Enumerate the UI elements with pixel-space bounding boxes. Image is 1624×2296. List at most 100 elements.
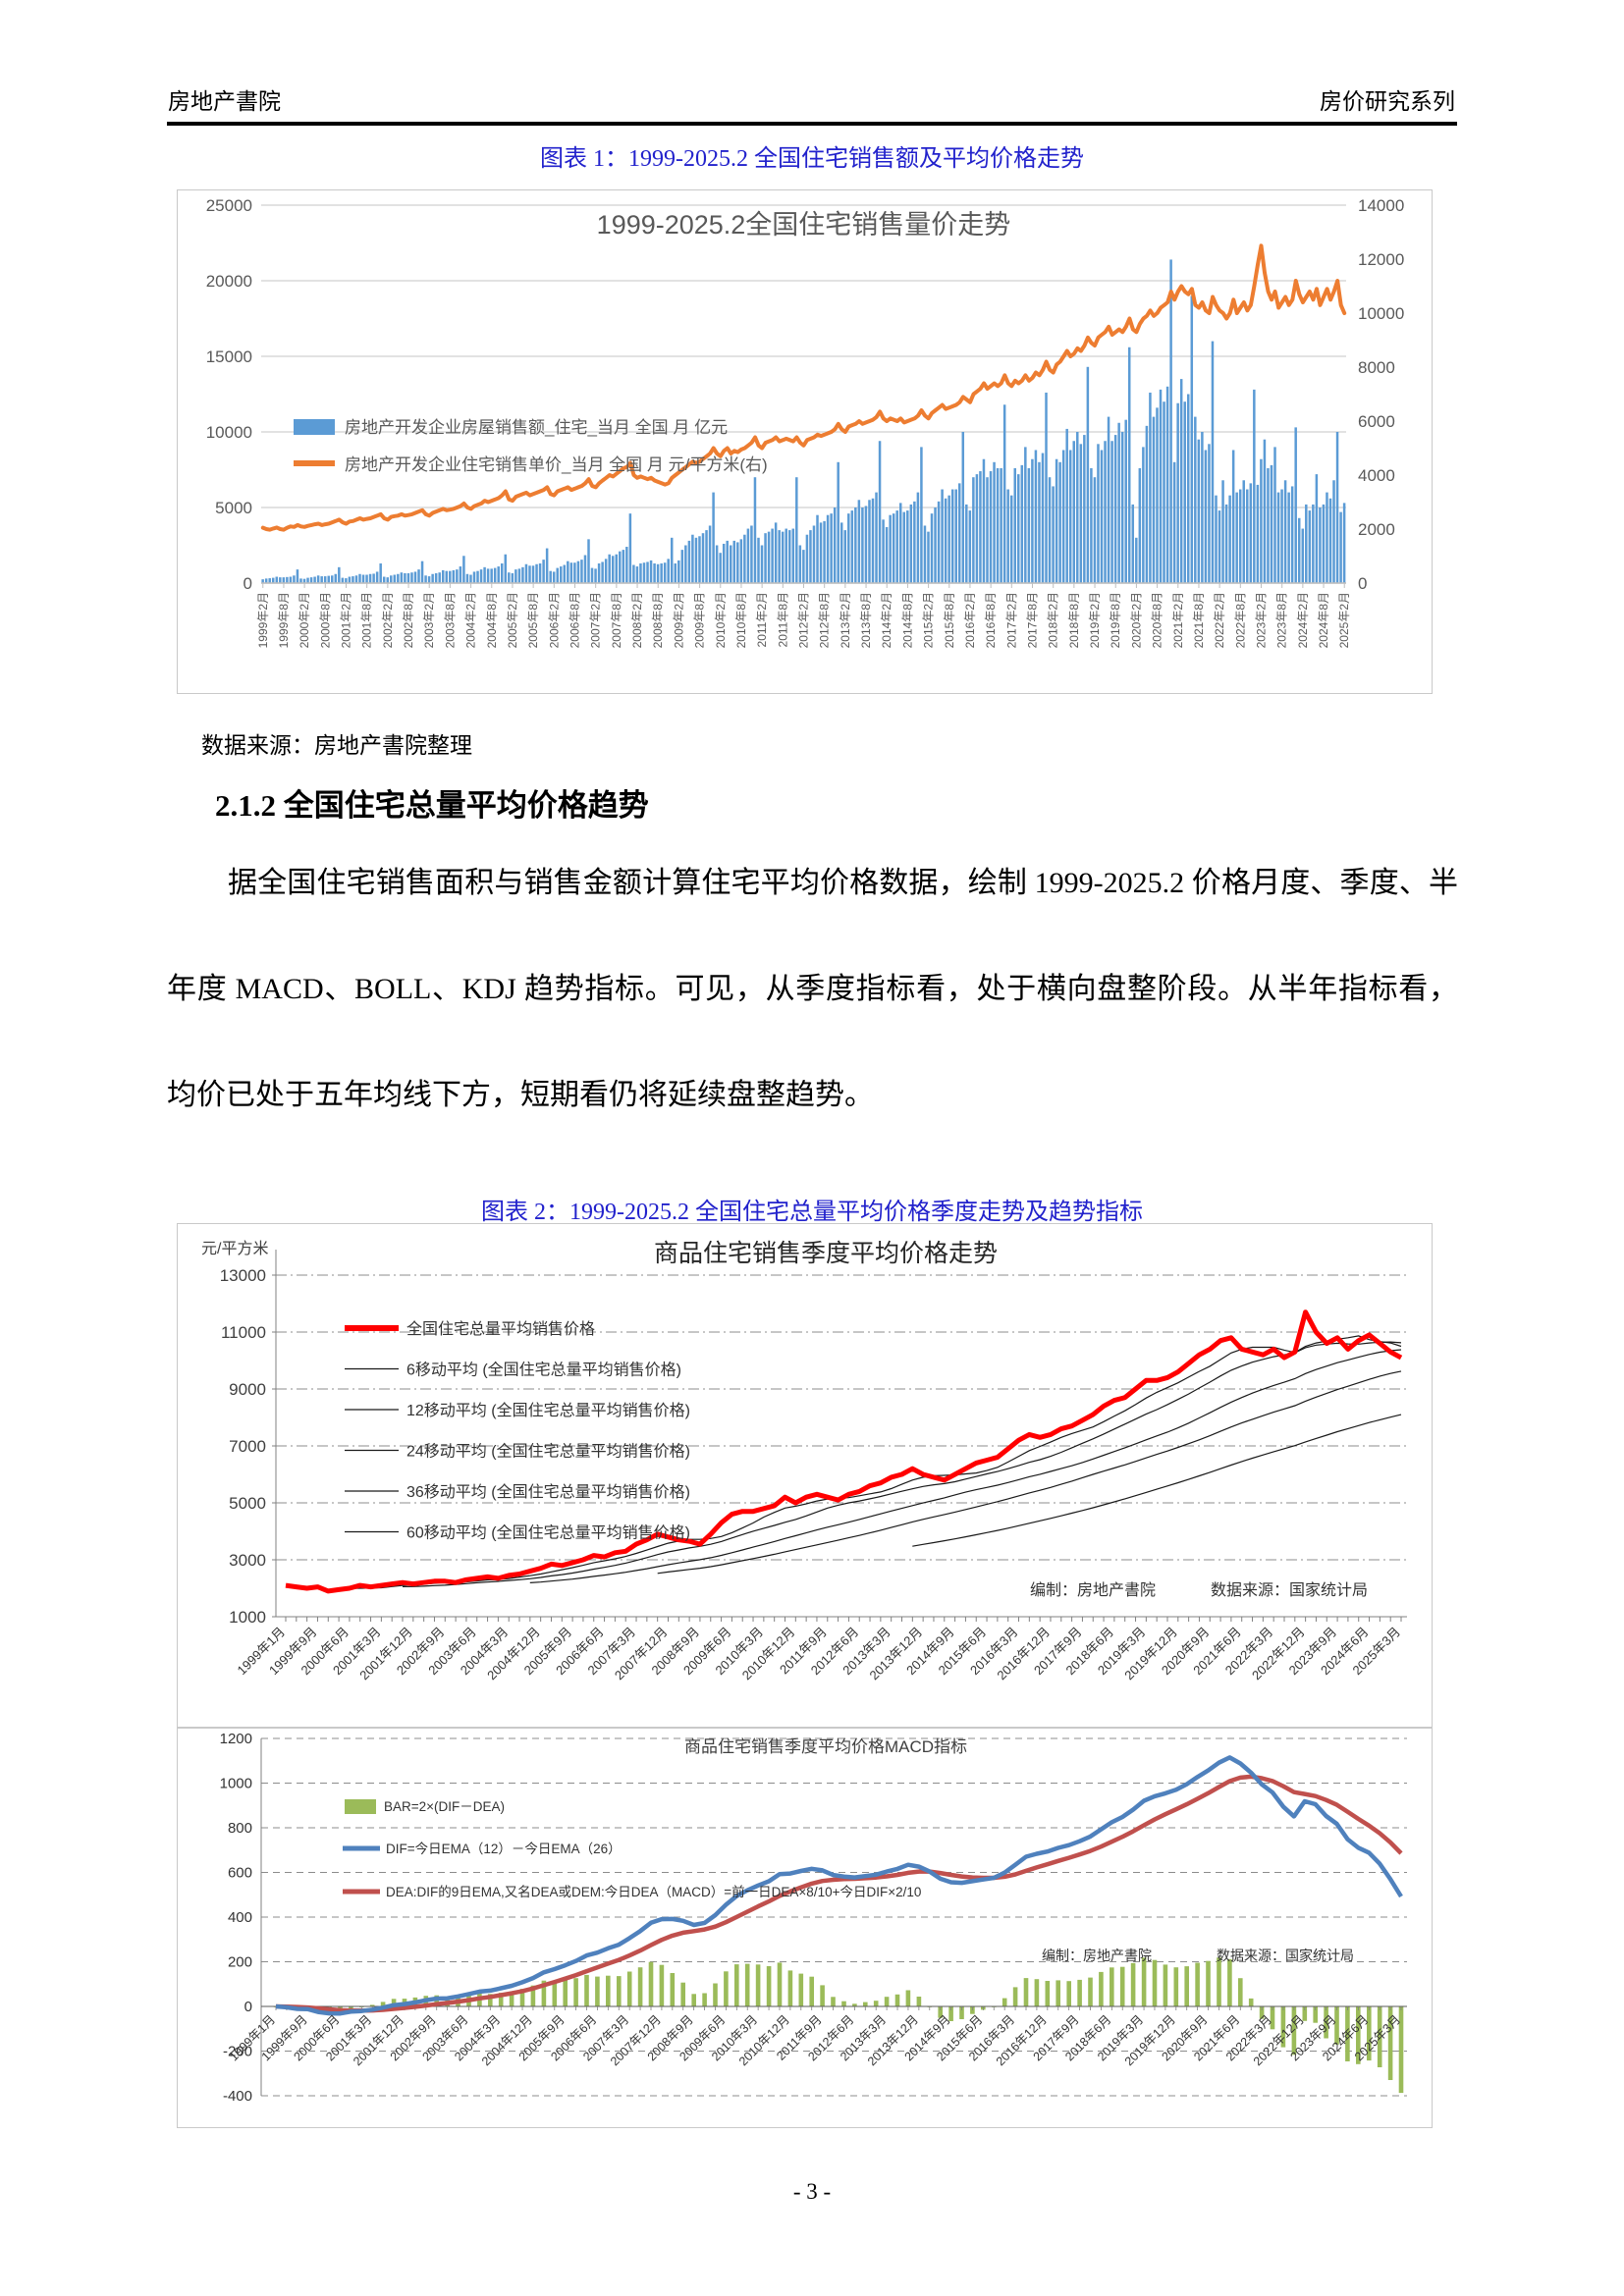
x-axis-tick-label: 2007年8月 — [610, 592, 623, 648]
bar — [812, 525, 816, 583]
bar — [639, 562, 642, 583]
bar — [1165, 386, 1169, 583]
x-axis-tick-label: 2021年2月 — [1171, 592, 1185, 648]
bar — [306, 577, 309, 583]
bar — [680, 550, 684, 583]
bar — [619, 551, 622, 583]
bar — [528, 565, 531, 583]
bar — [902, 511, 906, 583]
bar — [271, 577, 275, 583]
bar — [500, 562, 504, 583]
bar — [438, 572, 441, 583]
bar — [393, 574, 397, 583]
macd-bar — [734, 1964, 739, 2006]
macd-bar — [648, 1961, 654, 2006]
bar — [694, 537, 698, 583]
bar — [1163, 401, 1165, 583]
macd-bar — [1141, 1957, 1147, 2006]
bar — [462, 556, 465, 583]
bar — [1034, 450, 1038, 583]
x-axis-tick-label: 2003年2月 — [422, 592, 436, 648]
quarterly-price-chart: 1000 3000 5000 7000 9000 11000 13000 元/平方米 商品住宅销… — [201, 1240, 1407, 1682]
macd-bar — [1130, 1962, 1136, 2006]
macd-bar — [434, 1995, 439, 2006]
legend-label: 全国住宅总量平均销售价格 — [406, 1320, 595, 1338]
bar — [989, 471, 993, 583]
bar — [691, 534, 694, 583]
bar — [1190, 295, 1194, 583]
bar — [1276, 492, 1280, 583]
quarterly-price-macd-chart: -400 -200 0 200 400 600 800 1000 1200 商品住宅销售季度平均价… — [220, 1731, 1407, 2105]
macd-bar — [702, 1993, 707, 2006]
bar — [1332, 480, 1335, 583]
bar — [1107, 416, 1110, 583]
bar — [837, 461, 839, 583]
x-axis-tick-label: 2016年2月 — [963, 592, 977, 648]
bar — [958, 483, 961, 583]
y-axis-tick-label: 200 — [228, 1954, 252, 1971]
macd-bar — [1270, 2006, 1275, 2030]
bar — [1135, 537, 1138, 583]
macd-bar — [595, 1976, 600, 2006]
macd-bar — [1238, 1978, 1243, 2006]
bar — [375, 571, 379, 583]
bar — [950, 489, 954, 583]
bar — [368, 573, 372, 583]
bar — [743, 534, 746, 583]
x-axis-tick-label: 2024年8月 — [1317, 592, 1330, 648]
section-heading: 2.1.2 全国住宅总量平均价格趋势 — [215, 788, 649, 823]
bar — [611, 556, 615, 583]
bar — [1208, 444, 1211, 583]
macd-bar — [873, 2001, 879, 2006]
credit-note: 编制：房地产書院 — [1030, 1581, 1156, 1599]
header-rule — [167, 122, 1457, 126]
bar — [674, 562, 677, 583]
x-axis-tick-label: 2021年8月 — [1192, 592, 1206, 648]
bar — [302, 578, 306, 583]
bar — [1305, 504, 1308, 583]
bar — [397, 573, 400, 583]
bar — [764, 533, 767, 583]
legend-line-label: 房地产开发企业住宅销售单价_当月 全国 月 元/平方米(右) — [345, 455, 768, 474]
bar — [646, 561, 649, 583]
bar — [497, 566, 500, 583]
x-axis-labels: 1999年1月1999年9月2000年6月2001年3月2001年12月2002… — [227, 2012, 1403, 2068]
bar — [583, 555, 587, 583]
bar — [1086, 366, 1090, 583]
bar — [913, 501, 916, 583]
bar — [878, 441, 882, 583]
bar — [604, 559, 608, 583]
bar — [417, 569, 420, 583]
bar — [1090, 467, 1093, 583]
bar — [358, 573, 361, 583]
bar — [1218, 510, 1221, 583]
bar — [1176, 402, 1179, 583]
bar — [1110, 441, 1113, 583]
bar — [854, 507, 857, 583]
macd-bar — [884, 1997, 890, 2006]
x-axis-tick-label: 2007年2月 — [589, 592, 603, 648]
right-axis-tick-label: 4000 — [1358, 466, 1395, 485]
macd-bar — [1173, 1967, 1179, 2006]
bar — [413, 571, 417, 583]
bar — [400, 572, 404, 583]
legend: BAR=2×(DIF－DEA) DIF=今日EMA（12）－今日EMA（26） DE… — [343, 1799, 921, 1899]
macd-bar — [541, 1980, 547, 2006]
macd-bar — [1280, 2006, 1286, 2048]
x-axis-tick-label: 2004年2月 — [464, 592, 478, 648]
bar — [1287, 492, 1290, 583]
bar — [622, 550, 625, 583]
bar — [1179, 379, 1183, 583]
bar — [875, 492, 878, 583]
bar — [508, 572, 511, 583]
bar — [354, 575, 358, 583]
bar — [1020, 464, 1024, 583]
bar — [1169, 259, 1172, 583]
macd-bar — [552, 1980, 558, 2006]
bar — [757, 537, 760, 583]
x-axis-tick-label: 2005年2月 — [506, 592, 519, 648]
bar — [937, 501, 941, 583]
left-axis-tick-label: 25000 — [206, 196, 252, 215]
figure2-caption: 图表 2：1999-2025.2 全国住宅总量平均价格季度走势及趋势指标 — [481, 1200, 1143, 1225]
bar — [615, 554, 618, 583]
